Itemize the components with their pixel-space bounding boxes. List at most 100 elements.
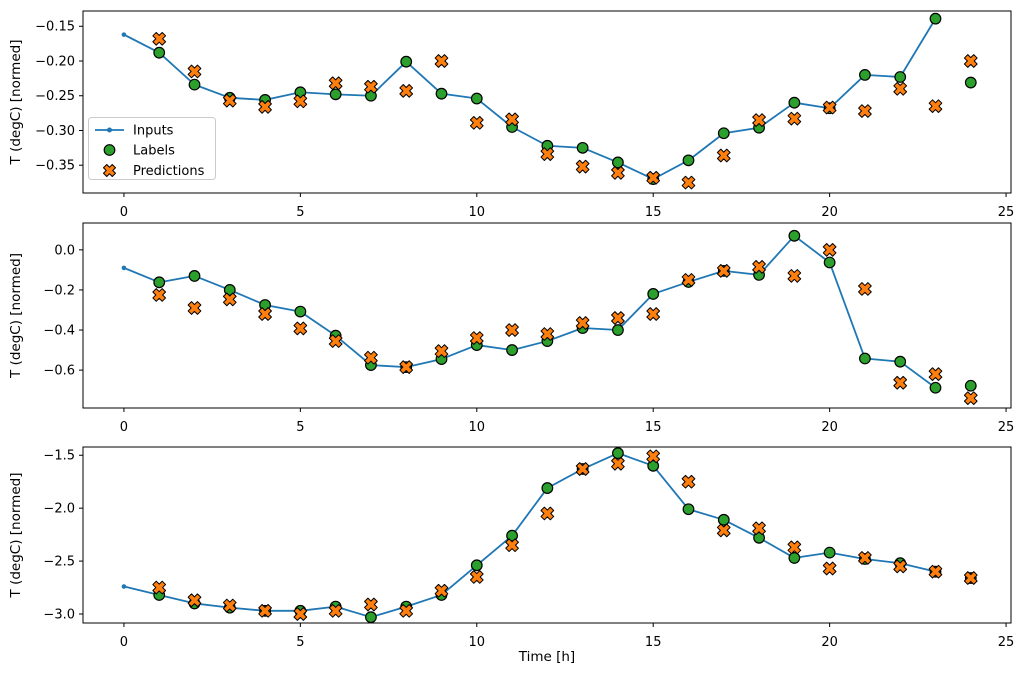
- x-tick-label: 5: [296, 635, 304, 650]
- x-tick-label: 25: [998, 205, 1015, 220]
- inputs-dot-marker: [121, 265, 127, 271]
- y-axis-label: T (degC) [normed]: [8, 253, 24, 379]
- predictions-marker: [364, 350, 378, 365]
- y-tick-label: −0.25: [35, 89, 75, 104]
- y-tick-label: −0.15: [35, 20, 75, 35]
- y-tick-label: −0.20: [35, 54, 75, 69]
- predictions-marker: [963, 391, 978, 406]
- labels-marker: [400, 55, 413, 68]
- y-tick-label: −1.5: [43, 449, 75, 464]
- predictions-marker: [575, 159, 590, 174]
- labels-marker: [894, 355, 907, 368]
- predictions-marker: [752, 260, 766, 274]
- x-tick-label: 10: [469, 635, 486, 650]
- inputs-dot-marker: [121, 584, 127, 589]
- predictions-marker: [540, 147, 555, 161]
- subplot-3: 0 5 10 15 20 25 −1.5 −2.0 −2.5 −3.0 T (degC) [norm…: [8, 446, 1014, 665]
- predictions-marker: [187, 301, 202, 315]
- inputs-line: [123, 17, 937, 181]
- labels-marker: [823, 256, 836, 269]
- predictions-marker: [399, 84, 414, 98]
- predictions-marker: [187, 64, 202, 79]
- predictions-marker: [858, 551, 872, 565]
- labels-marker: [929, 12, 942, 25]
- axes-frame: [82, 10, 1012, 194]
- y-tick-label: −2.5: [43, 555, 75, 570]
- predictions-marker: [540, 506, 555, 521]
- predictions-marker: [328, 334, 343, 348]
- predictions-marker: [222, 93, 237, 108]
- predictions-marker: [505, 538, 519, 553]
- predictions-marker: [222, 598, 237, 613]
- predictions-marker: [469, 570, 484, 584]
- predictions-marker: [187, 593, 202, 608]
- predictions-marker: [646, 307, 661, 321]
- labels-marker: [435, 87, 448, 100]
- predictions-marker: [258, 100, 272, 114]
- predictions-marker: [611, 456, 625, 471]
- labels-marker: [188, 78, 201, 91]
- predictions-marker: [822, 561, 837, 576]
- predictions-marker: [822, 242, 837, 257]
- labels-marker: [788, 96, 801, 109]
- predictions-marker: [505, 323, 519, 337]
- predictions-marker: [152, 288, 167, 302]
- legend-line-dot-glyph: [107, 127, 112, 133]
- predictions-marker: [716, 264, 731, 278]
- axes-frame: [82, 222, 1012, 409]
- predictions-marker: [716, 523, 731, 538]
- labels-marker: [188, 270, 201, 282]
- inputs-dot-marker: [121, 32, 127, 37]
- x-tick-label: 10: [469, 205, 486, 220]
- labels-marker: [823, 546, 836, 559]
- labels-marker: [612, 156, 624, 169]
- labels-marker: [223, 284, 236, 296]
- x-tick-label: 25: [998, 420, 1015, 435]
- predictions-marker: [963, 571, 978, 585]
- y-tick-label: −0.35: [35, 159, 75, 174]
- x-tick-label: 0: [120, 420, 128, 435]
- predictions-marker: [152, 31, 167, 46]
- labels-marker: [753, 531, 765, 544]
- labels-marker: [682, 503, 695, 516]
- predictions-marker: [399, 360, 414, 374]
- predictions-marker: [575, 316, 590, 330]
- x-tick-label: 15: [645, 420, 662, 435]
- predictions-marker: [681, 273, 696, 287]
- predictions-marker: [928, 564, 943, 579]
- predictions-marker: [893, 81, 908, 96]
- x-tick-label: 15: [645, 635, 662, 650]
- predictions-marker: [787, 540, 802, 555]
- labels-marker: [647, 459, 660, 472]
- subplot-1: 0 5 10 15 20 25 −0.15 −0.20 −0.25 −0.30 −0.35 T (de…: [8, 10, 1015, 220]
- x-tick-label: 5: [296, 205, 304, 220]
- predictions-marker: [364, 597, 378, 612]
- predictions-marker: [646, 449, 661, 464]
- labels-marker: [153, 276, 166, 289]
- legend-circle-glyph: [103, 144, 116, 156]
- predictions-marker: [328, 76, 343, 91]
- predictions-marker: [575, 462, 590, 476]
- labels-marker: [859, 69, 871, 81]
- labels-marker: [682, 154, 695, 167]
- predictions-marker: [611, 311, 625, 325]
- labels-marker: [964, 76, 977, 89]
- predictions-marker: [928, 367, 943, 381]
- labels-marker: [329, 88, 342, 101]
- x-tick-label: 5: [296, 420, 304, 435]
- inputs-line: [123, 234, 937, 389]
- labels-marker: [470, 92, 483, 105]
- y-tick-label: −0.4: [43, 323, 75, 338]
- labels-marker: [576, 141, 589, 154]
- y-tick-label: −0.6: [43, 364, 75, 379]
- predictions-marker: [469, 331, 484, 345]
- legend-label: Inputs: [133, 123, 174, 138]
- y-tick-label: −3.0: [43, 607, 75, 622]
- predictions-marker: [540, 327, 555, 341]
- labels-marker: [717, 513, 730, 526]
- legend: Inputs Labels Predictions: [88, 117, 216, 180]
- labels-marker: [541, 482, 554, 494]
- predictions-marker: [469, 115, 484, 130]
- axes-frame: [82, 446, 1012, 624]
